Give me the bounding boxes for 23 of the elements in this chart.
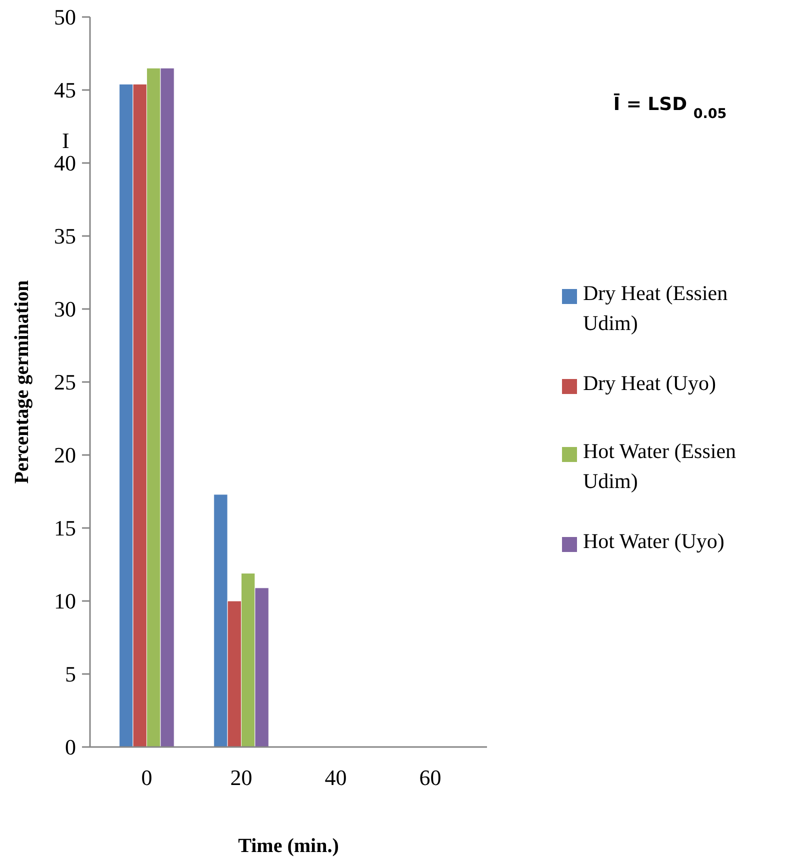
x-axis-title: Time (min.): [238, 835, 339, 857]
y-tick-label: 45: [54, 78, 76, 103]
legend-label: Hot Water (Essien Udim): [583, 439, 737, 493]
text: I: [62, 128, 70, 153]
y-tick-label: 25: [54, 370, 76, 395]
x-tick-label: 40: [324, 765, 347, 790]
x-tick-label: 0: [141, 765, 152, 790]
text: Ī = LSD $_{0.05}$: [613, 93, 727, 122]
x-tick-label: 20: [230, 765, 252, 790]
y-tick-label: 50: [54, 4, 76, 30]
legend-label: Dry Heat (Uyo): [583, 371, 716, 395]
legend-label: Dry Heat (Essien Udim): [583, 281, 728, 335]
y-tick-label: 20: [54, 442, 76, 468]
y-tick-label: 5: [65, 662, 76, 687]
legend-label: Hot Water (Uyo): [583, 529, 724, 553]
y-tick-label: 15: [54, 516, 76, 541]
y-tick-label: 30: [54, 296, 76, 322]
y-tick-label: 40: [54, 150, 76, 176]
x-tick-label: 60: [419, 765, 442, 790]
y-axis-title: Percentage germination: [11, 280, 33, 484]
y-tick-label: 10: [54, 588, 76, 614]
y-tick-label: 0: [65, 734, 76, 760]
y-tick-label: 35: [54, 224, 76, 249]
